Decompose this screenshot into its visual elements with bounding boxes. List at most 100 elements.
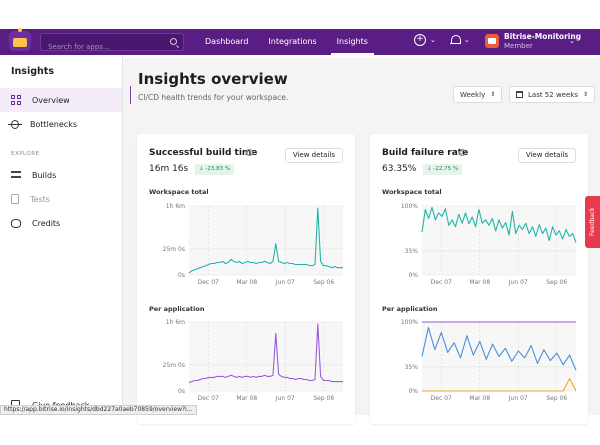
workspace-total-label: Workspace total (149, 188, 209, 196)
failure-rate-value: 63.35% (382, 164, 417, 174)
sidebar-item-label: Bottlenecks (30, 119, 77, 129)
sidebar: Insights Overview Bottlenecks EXPLORE Bu… (0, 55, 123, 415)
y-tick-label: 0% (408, 388, 418, 395)
y-tick-label: 0s (178, 272, 185, 279)
nav-actions: + ⌄ ⌄ (414, 34, 484, 46)
build-time-per-app-chart: 0s 25m 0s 1h 6m Dec 07 Mar 08 Jun 07 Sep 06 (163, 319, 343, 402)
sidebar-item-builds[interactable]: Builds (0, 163, 122, 187)
chevron-down-icon[interactable]: ⌄ (430, 36, 436, 44)
y-tick-label: 35% (405, 248, 419, 255)
series-line[interactable] (422, 378, 577, 392)
x-tick-label: Mar 08 (469, 395, 490, 402)
series-line[interactable] (421, 326, 577, 371)
tests-icon (11, 194, 19, 204)
y-tick-label: 100% (401, 203, 418, 210)
bitrise-logo-icon[interactable] (9, 28, 31, 51)
sidebar-item-label: Overview (32, 95, 70, 105)
chevron-down-icon[interactable]: ⌄ (463, 36, 470, 44)
x-tick-label: Jun 07 (508, 279, 528, 286)
view-details-button[interactable]: View details (517, 148, 576, 163)
x-tick-label: Jun 07 (508, 395, 528, 402)
x-tick-label: Dec 07 (198, 395, 219, 402)
per-application-label: Per application (149, 305, 205, 313)
grid-icon (11, 95, 21, 105)
org-avatar[interactable] (485, 34, 499, 48)
search-box[interactable] (40, 33, 184, 55)
page-subtitle: CI/CD health trends for your workspace. (138, 93, 289, 102)
x-tick-label: Mar 08 (469, 279, 490, 286)
bell-icon[interactable] (449, 34, 461, 46)
sidebar-section-explore: EXPLORE (11, 151, 40, 157)
x-tick-label: Dec 07 (431, 395, 452, 402)
info-icon[interactable]: i (459, 149, 466, 156)
info-icon[interactable]: i (246, 149, 253, 156)
sidebar-item-credits[interactable]: Credits (0, 211, 122, 235)
per-application-label: Per application (382, 305, 438, 313)
org-role: Member (504, 42, 533, 50)
add-icon[interactable]: + (414, 34, 426, 46)
y-tick-label: 1h 6m (166, 203, 185, 210)
chevron-updown-icon: ⇕ (582, 91, 589, 98)
x-tick-label: Jun 07 (275, 279, 295, 286)
org-name[interactable]: Bitrise-Monitoring (504, 32, 582, 41)
sidebar-item-tests[interactable]: Tests (0, 187, 122, 211)
nav-insights[interactable]: Insights (330, 29, 375, 55)
period-value: Weekly (460, 90, 486, 99)
chevron-updown-icon: ⇕ (490, 91, 496, 98)
nav-links: Dashboard Integrations Insights (205, 29, 388, 55)
view-details-button[interactable]: View details (284, 148, 343, 163)
failure-rate-card: Build failure rate i View details 63.35%… (370, 134, 588, 424)
range-select[interactable]: Last 52 weeks ⇕ (509, 86, 596, 103)
failure-rate-per-app-chart: 0% 35% 100% Dec 07 Mar 08 Jun 07 Sep 06 (401, 319, 577, 402)
plot-area (422, 206, 576, 275)
calendar-icon (516, 91, 523, 98)
y-tick-label: 0% (408, 272, 418, 279)
search-icon[interactable] (170, 38, 177, 45)
series-line[interactable] (421, 206, 577, 243)
sidebar-item-overview[interactable]: Overview (0, 88, 122, 112)
period-select[interactable]: Weekly ⇕ (453, 86, 503, 103)
feedback-tab[interactable]: Feedback (585, 196, 600, 248)
x-tick-label: Dec 07 (198, 279, 219, 286)
x-tick-label: Mar 08 (236, 395, 257, 402)
bug-icon (8, 119, 22, 129)
search-input[interactable] (41, 39, 161, 55)
range-value: Last 52 weeks (528, 90, 578, 99)
build-time-card: Successful build time i View details 16m… (137, 134, 355, 424)
x-tick-label: Sep 06 (313, 395, 334, 402)
chevron-down-icon[interactable]: ⌄ (569, 37, 575, 45)
builds-icon (11, 170, 21, 180)
sidebar-item-bottlenecks[interactable]: Bottlenecks (0, 112, 122, 136)
credits-icon (11, 218, 21, 228)
subtitle-accent (130, 86, 131, 104)
sidebar-item-label: Builds (32, 170, 57, 180)
x-tick-label: Sep 06 (546, 395, 567, 402)
y-tick-label: 25m 0s (163, 362, 185, 369)
x-tick-label: Sep 06 (313, 279, 334, 286)
x-tick-label: Sep 06 (546, 279, 567, 286)
y-tick-label: 100% (401, 319, 418, 326)
nav-integrations[interactable]: Integrations (268, 37, 317, 46)
y-tick-label: 25m 0s (163, 246, 185, 253)
build-time-value: 16m 16s (149, 164, 189, 174)
sidebar-item-label: Credits (32, 218, 61, 228)
y-tick-label: 35% (405, 364, 419, 371)
series-line[interactable] (188, 323, 343, 384)
delta-badge: ↓ -22.75 % (423, 164, 463, 175)
card-title: Build failure rate (382, 148, 469, 158)
y-tick-label: 1h 6m (166, 319, 185, 326)
y-tick-label: 0s (178, 388, 185, 395)
x-tick-label: Jun 07 (275, 395, 295, 402)
nav-dashboard[interactable]: Dashboard (205, 37, 249, 46)
browser-status-url: https://app.bitrise.io/insights/dbd227a0… (0, 405, 197, 415)
sidebar-item-label: Tests (30, 194, 50, 204)
sidebar-title: Insights (11, 66, 54, 77)
failure-rate-workspace-chart: 0% 35% 100% Dec 07 Mar 08 Jun 07 Sep 06 (401, 203, 577, 286)
series-line[interactable] (188, 207, 343, 274)
delta-badge: ↓ -23.83 % (195, 164, 235, 175)
x-tick-label: Dec 07 (431, 279, 452, 286)
page-title: Insights overview (138, 70, 288, 88)
x-tick-label: Mar 08 (236, 279, 257, 286)
build-time-workspace-chart: 0s 25m 0s 1h 6m Dec 07 Mar 08 Jun 07 Sep 06 (163, 203, 343, 286)
feedback-tab-label: Feedback (589, 207, 596, 236)
